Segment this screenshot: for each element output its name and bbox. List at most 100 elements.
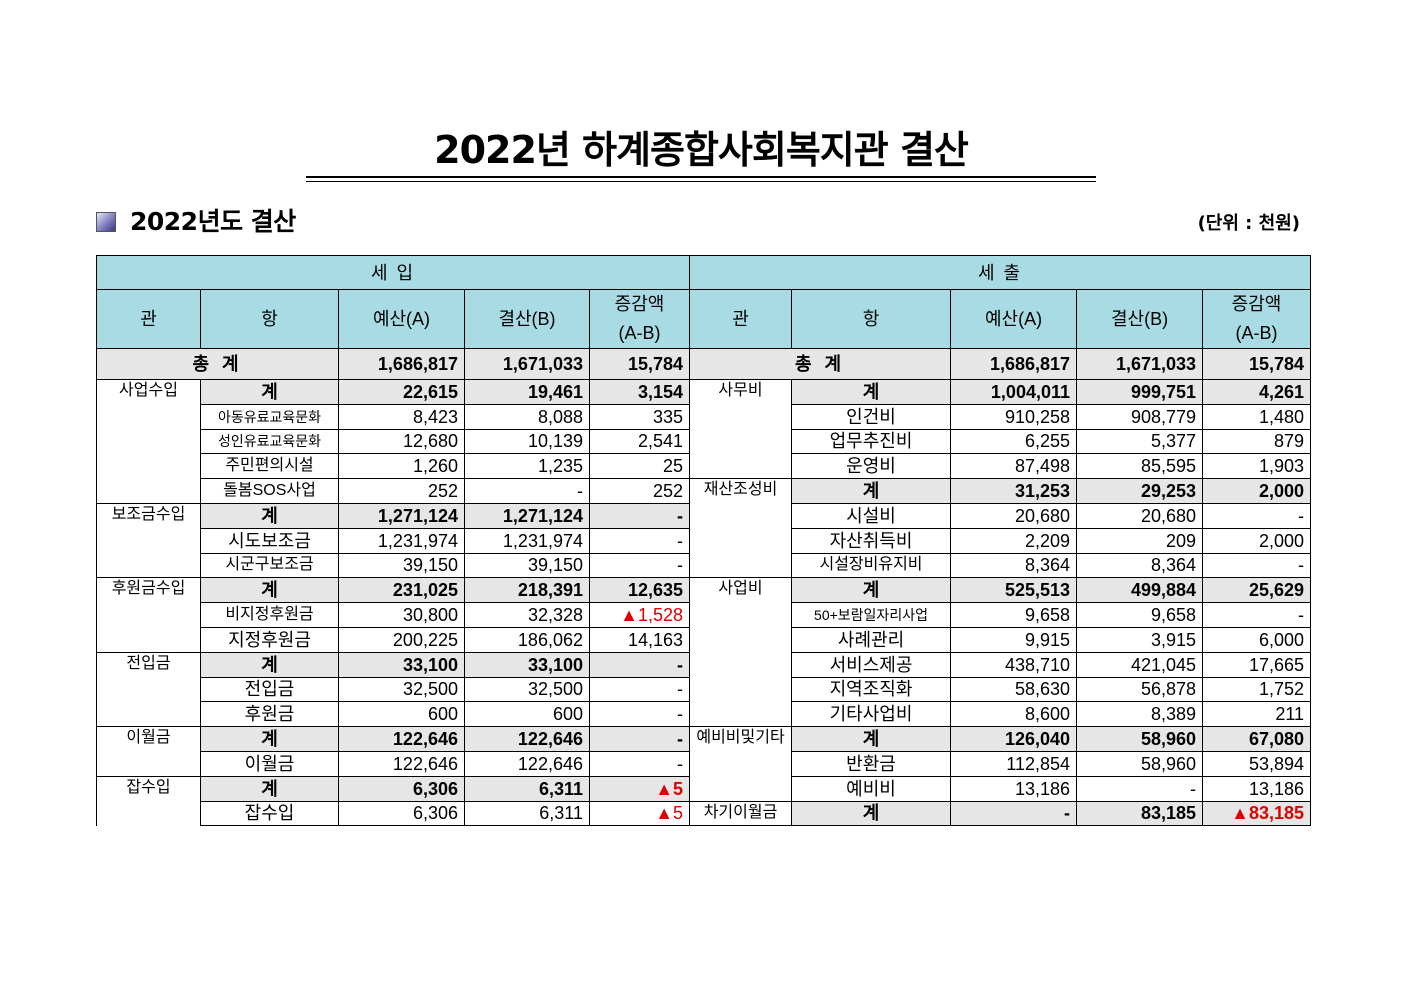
revenue-category-span — [96, 751, 201, 777]
expenditure-category-span — [689, 602, 793, 628]
total-budget-exp: 1,686,817 — [950, 348, 1078, 380]
revenue-cell-budget: 1,231,974 — [338, 527, 465, 554]
expenditure-item-name: 시설장비유지비 — [791, 552, 952, 579]
expenditure-cell-diff: 53,894 — [1202, 750, 1312, 777]
col-settlement-rev: 결산(B) — [464, 289, 590, 349]
revenue-cell-budget: 8,423 — [338, 403, 465, 430]
table-row: 전입금 32,500 32,500- 지역조직화 58,630 56,878 1,752 — [96, 676, 1312, 703]
expenditure-cell-diff: 2,000 — [1202, 527, 1312, 554]
revenue-cell-diff: 12,635 — [588, 577, 691, 604]
revenue-category: 잡수입 — [96, 775, 201, 802]
expenditure-cell-settlement: 8,364 — [1076, 552, 1204, 579]
expenditure-category-span — [689, 429, 793, 454]
expenditure-category: 사무비 — [689, 379, 793, 405]
expenditure-item-name: 운영비 — [791, 453, 952, 480]
total-label-rev: 총 계 — [96, 348, 339, 380]
expenditure-subtotal-label: 계 — [791, 478, 952, 504]
table-row: 비지정후원금 30,800 32,328 ▲1,528 50+보람일자리사업 9,658 9… — [96, 602, 1312, 628]
expenditure-cell-settlement: - — [1076, 775, 1204, 802]
total-budget-rev: 1,686,817 — [338, 348, 465, 380]
expenditure-cell-diff: 2,000 — [1202, 478, 1312, 504]
expenditure-subtotal-label: 계 — [791, 577, 952, 604]
revenue-cell-settlement: 33,100 — [464, 651, 590, 678]
expenditure-item-name: 기타사업비 — [791, 701, 952, 728]
revenue-cell-settlement: 1,231,974 — [464, 527, 590, 554]
revenue-cell-diff: 14,163 — [588, 626, 691, 653]
page-title: 2022년 하계종합사회복지관 결산 — [434, 128, 969, 172]
table-row: 잡수입 6,306 6,311 ▲5 차기이월금 계 -83,185 ▲83,185 — [96, 800, 1312, 827]
expenditure-cell-diff: ▲83,185 — [1202, 800, 1312, 827]
revenue-category-span — [96, 553, 201, 578]
revenue-cell-settlement: 19,461 — [464, 379, 590, 405]
revenue-item-name: 전입금 — [200, 676, 339, 703]
revenue-cell-diff: 252 — [588, 478, 691, 504]
revenue-cell-settlement: - — [464, 478, 590, 504]
budget-table-body: 세 입 세 출 관 항 예산(A) 결산(B) 증감액 (A-B) 관 항 예산… — [95, 255, 1312, 827]
title-underline — [306, 176, 1096, 178]
col-gwan-exp: 관 — [689, 289, 793, 349]
col-budget-exp: 예산(A) — [950, 289, 1078, 349]
revenue-cell-diff: ▲5 — [588, 800, 691, 827]
expenditure-cell-budget: 8,364 — [950, 552, 1078, 579]
expenditure-cell-budget: 6,255 — [950, 428, 1078, 455]
expenditure-category-span — [689, 404, 793, 430]
revenue-category-span — [96, 627, 201, 653]
revenue-cell-diff: - — [588, 676, 691, 703]
expenditure-item-name: 자산취득비 — [791, 527, 952, 554]
expenditure-item-name: 인건비 — [791, 403, 952, 430]
total-settlement-exp: 1,671,033 — [1076, 348, 1204, 380]
table-band-row: 세 입 세 출 — [95, 255, 1312, 290]
expenditure-cell-budget: 87,498 — [950, 453, 1078, 480]
table-row: 시도보조금 1,231,974 1,231,974- 자산취득비 2,209 209 2,0… — [96, 527, 1312, 554]
revenue-cell-diff: - — [588, 527, 691, 554]
revenue-category-span — [96, 404, 201, 430]
revenue-cell-diff: ▲5 — [588, 775, 691, 802]
revenue-cell-diff: - — [588, 726, 691, 752]
revenue-category: 전입금 — [96, 651, 201, 678]
revenue-category: 후원금수입 — [96, 577, 201, 603]
revenue-cell-diff: 25 — [588, 453, 691, 480]
revenue-cell-budget: 6,306 — [338, 775, 465, 802]
revenue-category-span — [96, 602, 201, 628]
expenditure-cell-settlement: 999,751 — [1076, 379, 1204, 405]
table-row: 보조금수입 계 1,271,124 1,271,124- 시설비 20,680 20,680… — [96, 502, 1312, 529]
expenditure-cell-budget: 9,658 — [950, 602, 1078, 628]
total-label-exp: 총 계 — [689, 348, 952, 380]
table-row: 시군구보조금 39,150 39,150- 시설장비유지비 8,364 8,364- — [96, 552, 1312, 579]
revenue-cell-settlement: 122,646 — [464, 726, 590, 752]
revenue-category: 보조금수입 — [96, 502, 201, 529]
table-header-row: 관 항 예산(A) 결산(B) 증감액 (A-B) 관 항 예산(A) 결산(B… — [96, 289, 1312, 349]
revenue-cell-budget: 32,500 — [338, 676, 465, 703]
expenditure-cell-settlement: 8,389 — [1076, 701, 1204, 728]
revenue-category: 사업수입 — [96, 379, 201, 405]
expenditure-cell-diff: 211 — [1202, 701, 1312, 728]
table-row: 잡수입 계 6,306 6,311 ▲5 예비비 13,186-13,186 — [96, 775, 1312, 802]
expenditure-cell-settlement: 56,878 — [1076, 676, 1204, 703]
expenditure-item-name: 예비비 — [791, 775, 952, 802]
revenue-cell-budget: 252 — [338, 478, 465, 504]
revenue-cell-diff: - — [588, 651, 691, 678]
revenue-category-span — [96, 677, 201, 702]
table-row: 지정후원금 200,225 186,062 14,163 사례관리 9,915 3,915 6… — [96, 626, 1312, 653]
title-underline-thin — [306, 181, 1096, 182]
expenditure-cell-diff: 17,665 — [1202, 651, 1312, 678]
table-row: 사업수입 계 22,615 19,461 3,154 사무비 계 1,004,011 999,7… — [96, 379, 1312, 405]
expenditure-category: 예비비및기타 — [689, 726, 793, 752]
revenue-cell-settlement: 39,150 — [464, 552, 590, 579]
revenue-category-span — [96, 528, 201, 554]
expenditure-cell-settlement: 85,595 — [1076, 453, 1204, 480]
revenue-cell-budget: 200,225 — [338, 626, 465, 653]
revenue-item-name: 이월금 — [200, 750, 339, 777]
revenue-cell-budget: 6,306 — [338, 800, 465, 827]
revenue-cell-budget: 33,100 — [338, 651, 465, 678]
revenue-cell-settlement: 1,235 — [464, 453, 590, 480]
revenue-cell-diff: ▲1,528 — [588, 602, 691, 628]
expenditure-cell-settlement: 58,960 — [1076, 750, 1204, 777]
expenditure-item-name: 사례관리 — [791, 626, 952, 653]
revenue-item-name: 주민편의시설 — [200, 453, 339, 480]
revenue-category-span — [96, 429, 201, 454]
revenue-cell-settlement: 1,271,124 — [464, 502, 590, 529]
expenditure-item-name: 시설비 — [791, 502, 952, 529]
revenue-cell-budget: 600 — [338, 701, 465, 728]
revenue-cell-budget: 1,271,124 — [338, 502, 465, 529]
